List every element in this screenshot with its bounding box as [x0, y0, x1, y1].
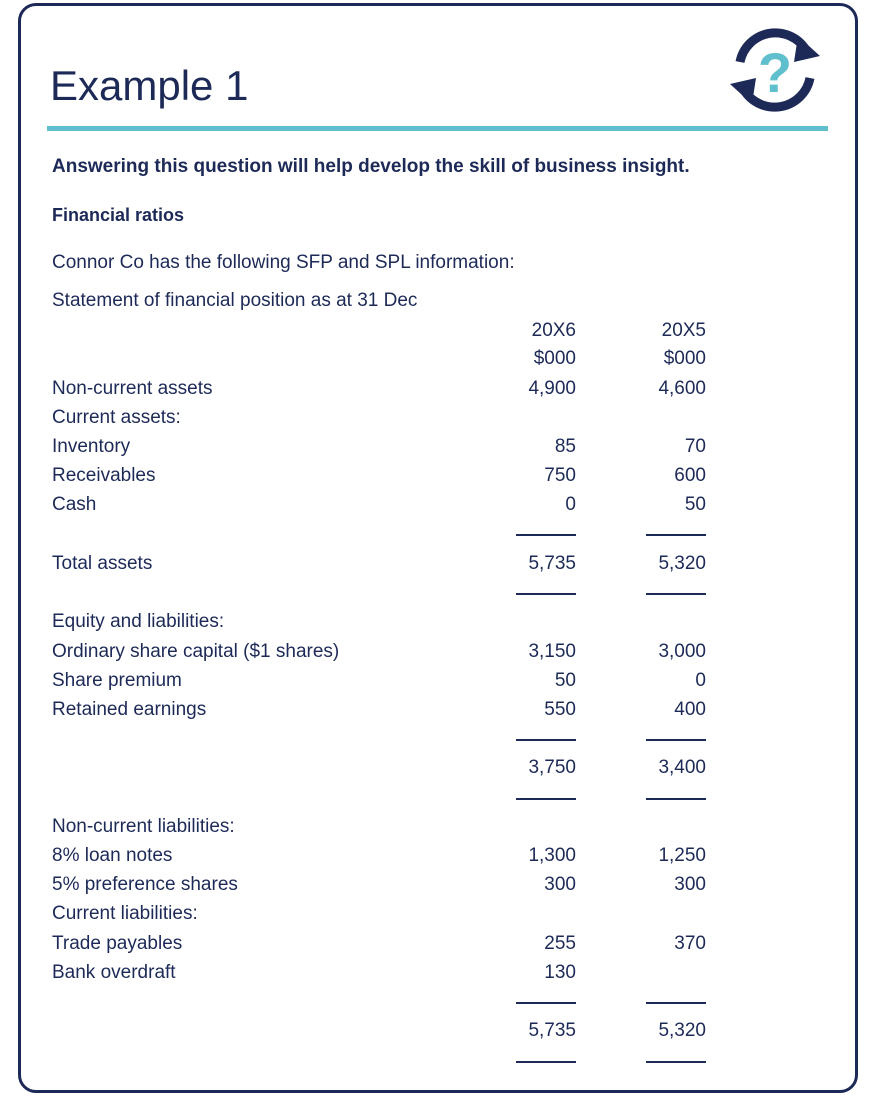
- row-label: Trade payables: [52, 933, 183, 954]
- row-value: 50: [684, 494, 706, 515]
- row-value: 5,735: [528, 1020, 576, 1041]
- row-label: Non-current assets: [52, 378, 213, 399]
- rule: [516, 739, 576, 741]
- row-label: Equity and liabilities:: [52, 611, 225, 632]
- row-value: 1,300: [528, 845, 576, 866]
- rule: [646, 798, 706, 800]
- icon: ?: [730, 28, 820, 112]
- rule: [646, 1002, 706, 1004]
- rule: [646, 1061, 706, 1063]
- row-label: 5% preference shares: [52, 874, 238, 895]
- row-value: 85: [554, 436, 576, 457]
- line: Statement of financial position as at 31…: [52, 290, 418, 311]
- row-label: Ordinary share capital ($1 shares): [52, 641, 340, 662]
- row-value: 255: [544, 933, 576, 954]
- row-label: Receivables: [52, 465, 156, 486]
- row-label: Bank overdraft: [52, 962, 176, 983]
- row-value: 5,320: [658, 553, 706, 574]
- row-value: 300: [674, 874, 706, 895]
- rule: [646, 593, 706, 595]
- rule: [516, 593, 576, 595]
- title: Example 1: [50, 62, 249, 109]
- svg-text:?: ?: [758, 41, 792, 104]
- row-label: Retained earnings: [52, 699, 207, 720]
- rule: [516, 534, 576, 536]
- row-label: Total assets: [52, 553, 153, 574]
- rule: [516, 798, 576, 800]
- row-value: 3,150: [528, 641, 576, 662]
- rule: [516, 1061, 576, 1063]
- row-value: 3,000: [658, 641, 706, 662]
- divider: [47, 126, 828, 131]
- row-value: 1,250: [658, 845, 706, 866]
- row-value: 4,900: [528, 378, 576, 399]
- subheading: Financial ratios: [52, 205, 185, 225]
- row-value: 300: [544, 874, 576, 895]
- column-unit: $000: [533, 348, 576, 369]
- column-unit: $000: [663, 348, 706, 369]
- row-label: Inventory: [52, 436, 131, 457]
- column-year: 20X6: [531, 320, 576, 341]
- row-label: 8% loan notes: [52, 845, 173, 866]
- row-label: Cash: [52, 494, 97, 515]
- row-value: 600: [674, 465, 706, 486]
- row-value: 5,735: [528, 553, 576, 574]
- row-value: 0: [565, 494, 576, 515]
- row-label: Current liabilities:: [52, 903, 198, 924]
- row-value: 550: [544, 699, 576, 720]
- row-value: 70: [684, 436, 706, 457]
- line: Connor Co has the following SFP and SPL …: [52, 252, 515, 273]
- rule: [516, 1002, 576, 1004]
- row-value: 4,600: [658, 378, 706, 399]
- column-year: 20X5: [661, 320, 706, 341]
- frame: [18, 3, 858, 1093]
- row-value: 400: [674, 699, 706, 720]
- row-value: 750: [544, 465, 576, 486]
- row-label: Non-current liabilities:: [52, 816, 235, 837]
- row-value: 3,750: [528, 757, 576, 778]
- row-label: Share premium: [52, 670, 182, 691]
- rule: [646, 534, 706, 536]
- row-value: 130: [544, 962, 576, 983]
- row-value: 0: [695, 670, 706, 691]
- intro: Answering this question will help develo…: [52, 156, 690, 177]
- row-value: 50: [554, 670, 576, 691]
- row-label: Current assets:: [52, 407, 181, 428]
- rule: [646, 739, 706, 741]
- row-value: 3,400: [658, 757, 706, 778]
- row-value: 370: [674, 933, 706, 954]
- row-value: 5,320: [658, 1020, 706, 1041]
